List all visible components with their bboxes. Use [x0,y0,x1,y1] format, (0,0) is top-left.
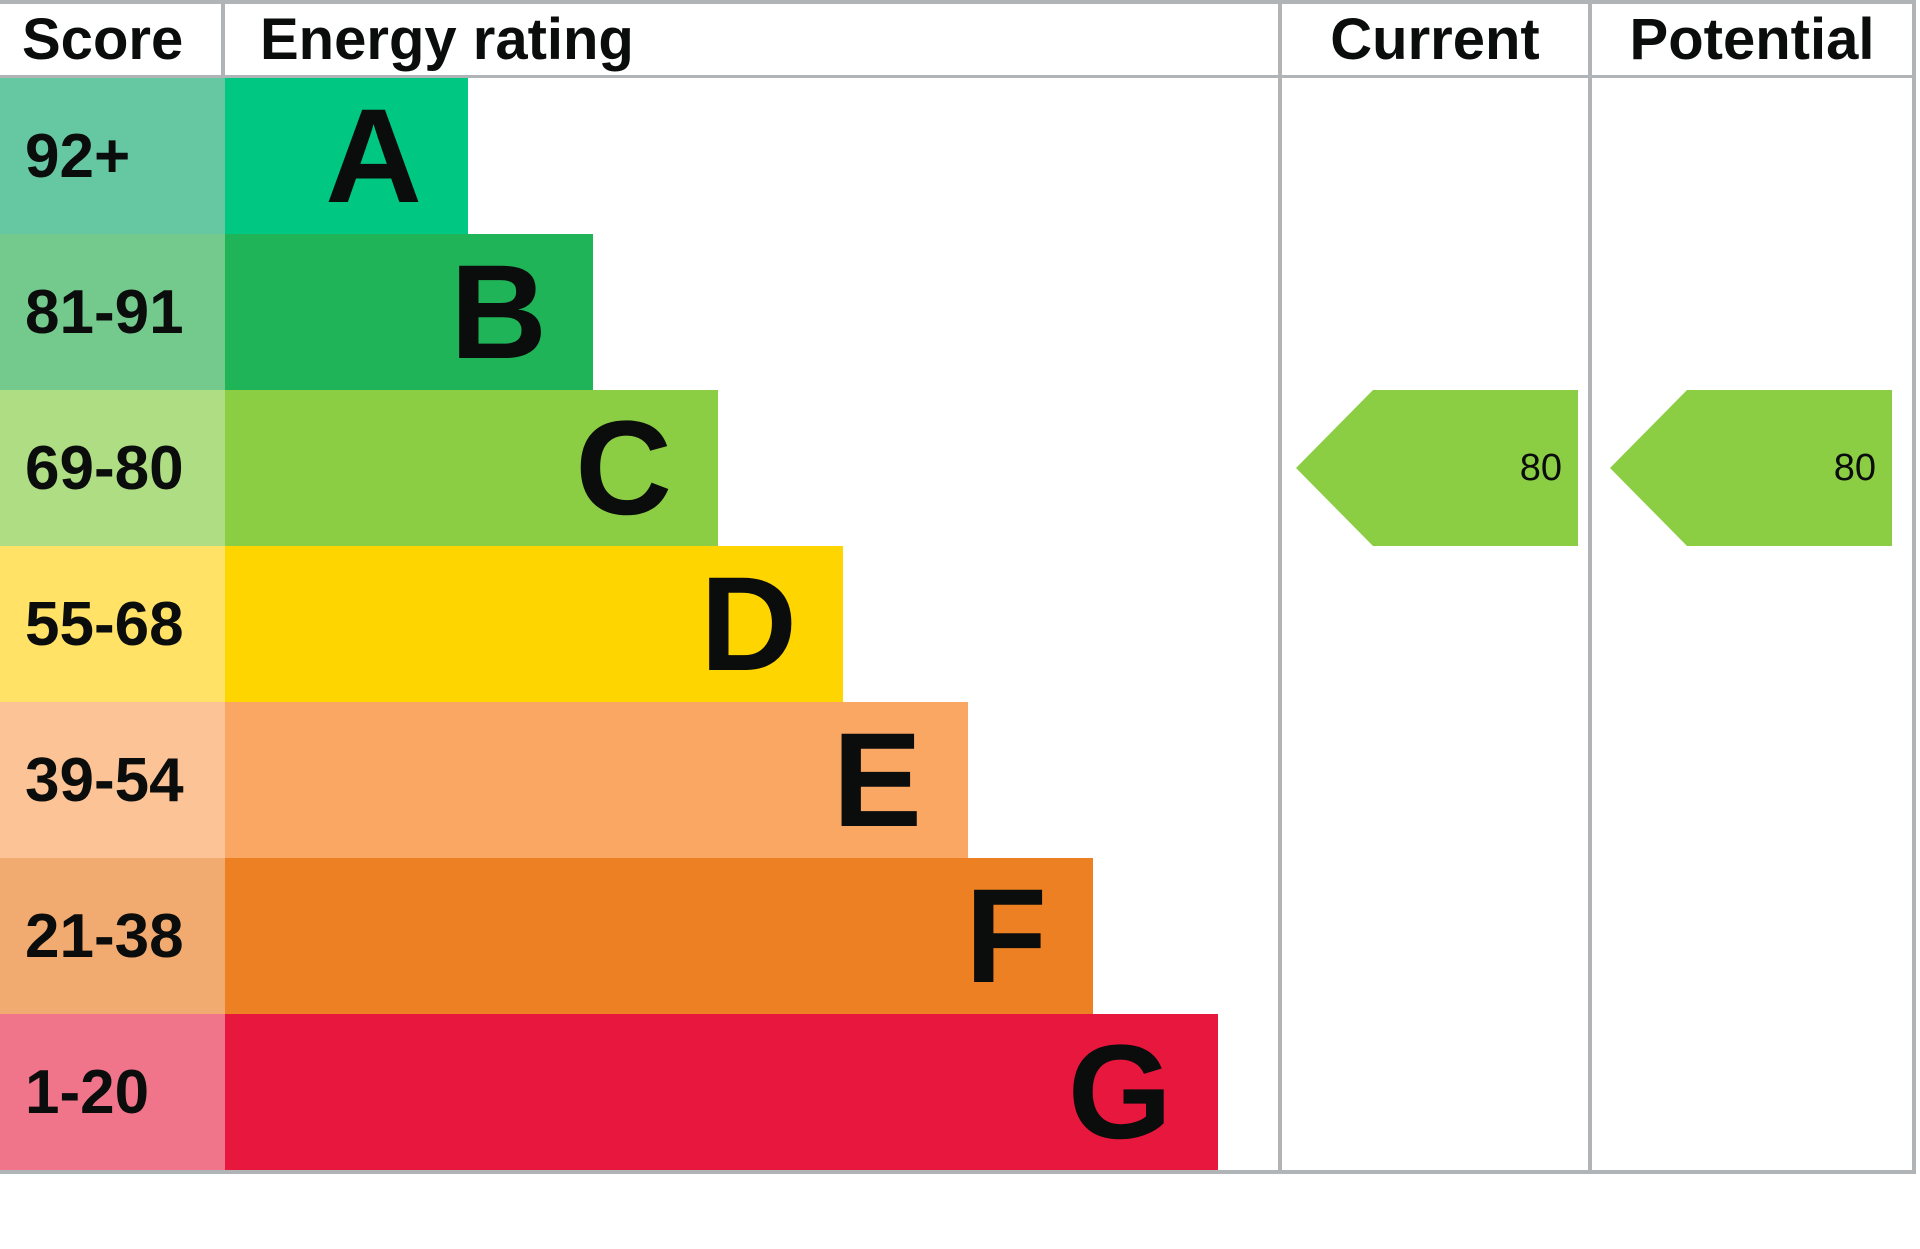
energy-current-divider [1278,0,1282,1174]
score-range-d: 55-68 [0,546,225,702]
rating-band-bar-f: F [225,858,1093,1014]
score-range-f: 21-38 [0,858,225,1014]
rating-band-bar-d: D [225,546,843,702]
score-range-b: 81-91 [0,234,225,390]
score-range-c: 69-80 [0,390,225,546]
rating-band-bar-a: A [225,78,468,234]
rating-band-bar-c: C [225,390,718,546]
table-bottom-border [0,1170,1916,1174]
rating-band-bar-b: B [225,234,593,390]
score-range-g: 1-20 [0,1014,225,1170]
score-column-header: Score [22,7,184,72]
score-range-e: 39-54 [0,702,225,858]
score-range-a: 92+ [0,78,225,234]
current-rating-arrow: 80 [1296,390,1578,546]
current-column-header: Current [1330,7,1540,72]
current-potential-divider [1588,0,1592,1174]
rating-band-bar-e: E [225,702,968,858]
potential-column-header: Potential [1629,7,1875,72]
potential-rating-arrow: 80 [1610,390,1892,546]
rating-band-bar-g: G [225,1014,1218,1170]
energy-rating-column-header: Energy rating [260,7,634,72]
table-top-border [0,0,1916,4]
table-right-border [1912,0,1916,1174]
header-bottom-border [0,75,1916,78]
score-energy-divider [221,0,225,78]
